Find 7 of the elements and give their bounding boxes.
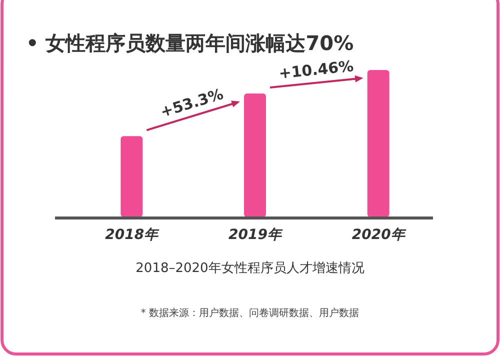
x-tick-label: 2018年: [105, 227, 160, 243]
text: * 数据来源：用户数据、问卷调研数据、用户数据: [140, 307, 360, 319]
x-axis-title: 2018–2020年女性程序员人才增速情况: [136, 260, 364, 276]
annotation: +10.46%: [278, 57, 354, 83]
x-tick-label: 2019年: [228, 227, 284, 243]
chart-title: • 女性程序员数量两年间涨幅达70%: [26, 31, 354, 55]
x-tick-label: 2020年: [352, 227, 407, 243]
